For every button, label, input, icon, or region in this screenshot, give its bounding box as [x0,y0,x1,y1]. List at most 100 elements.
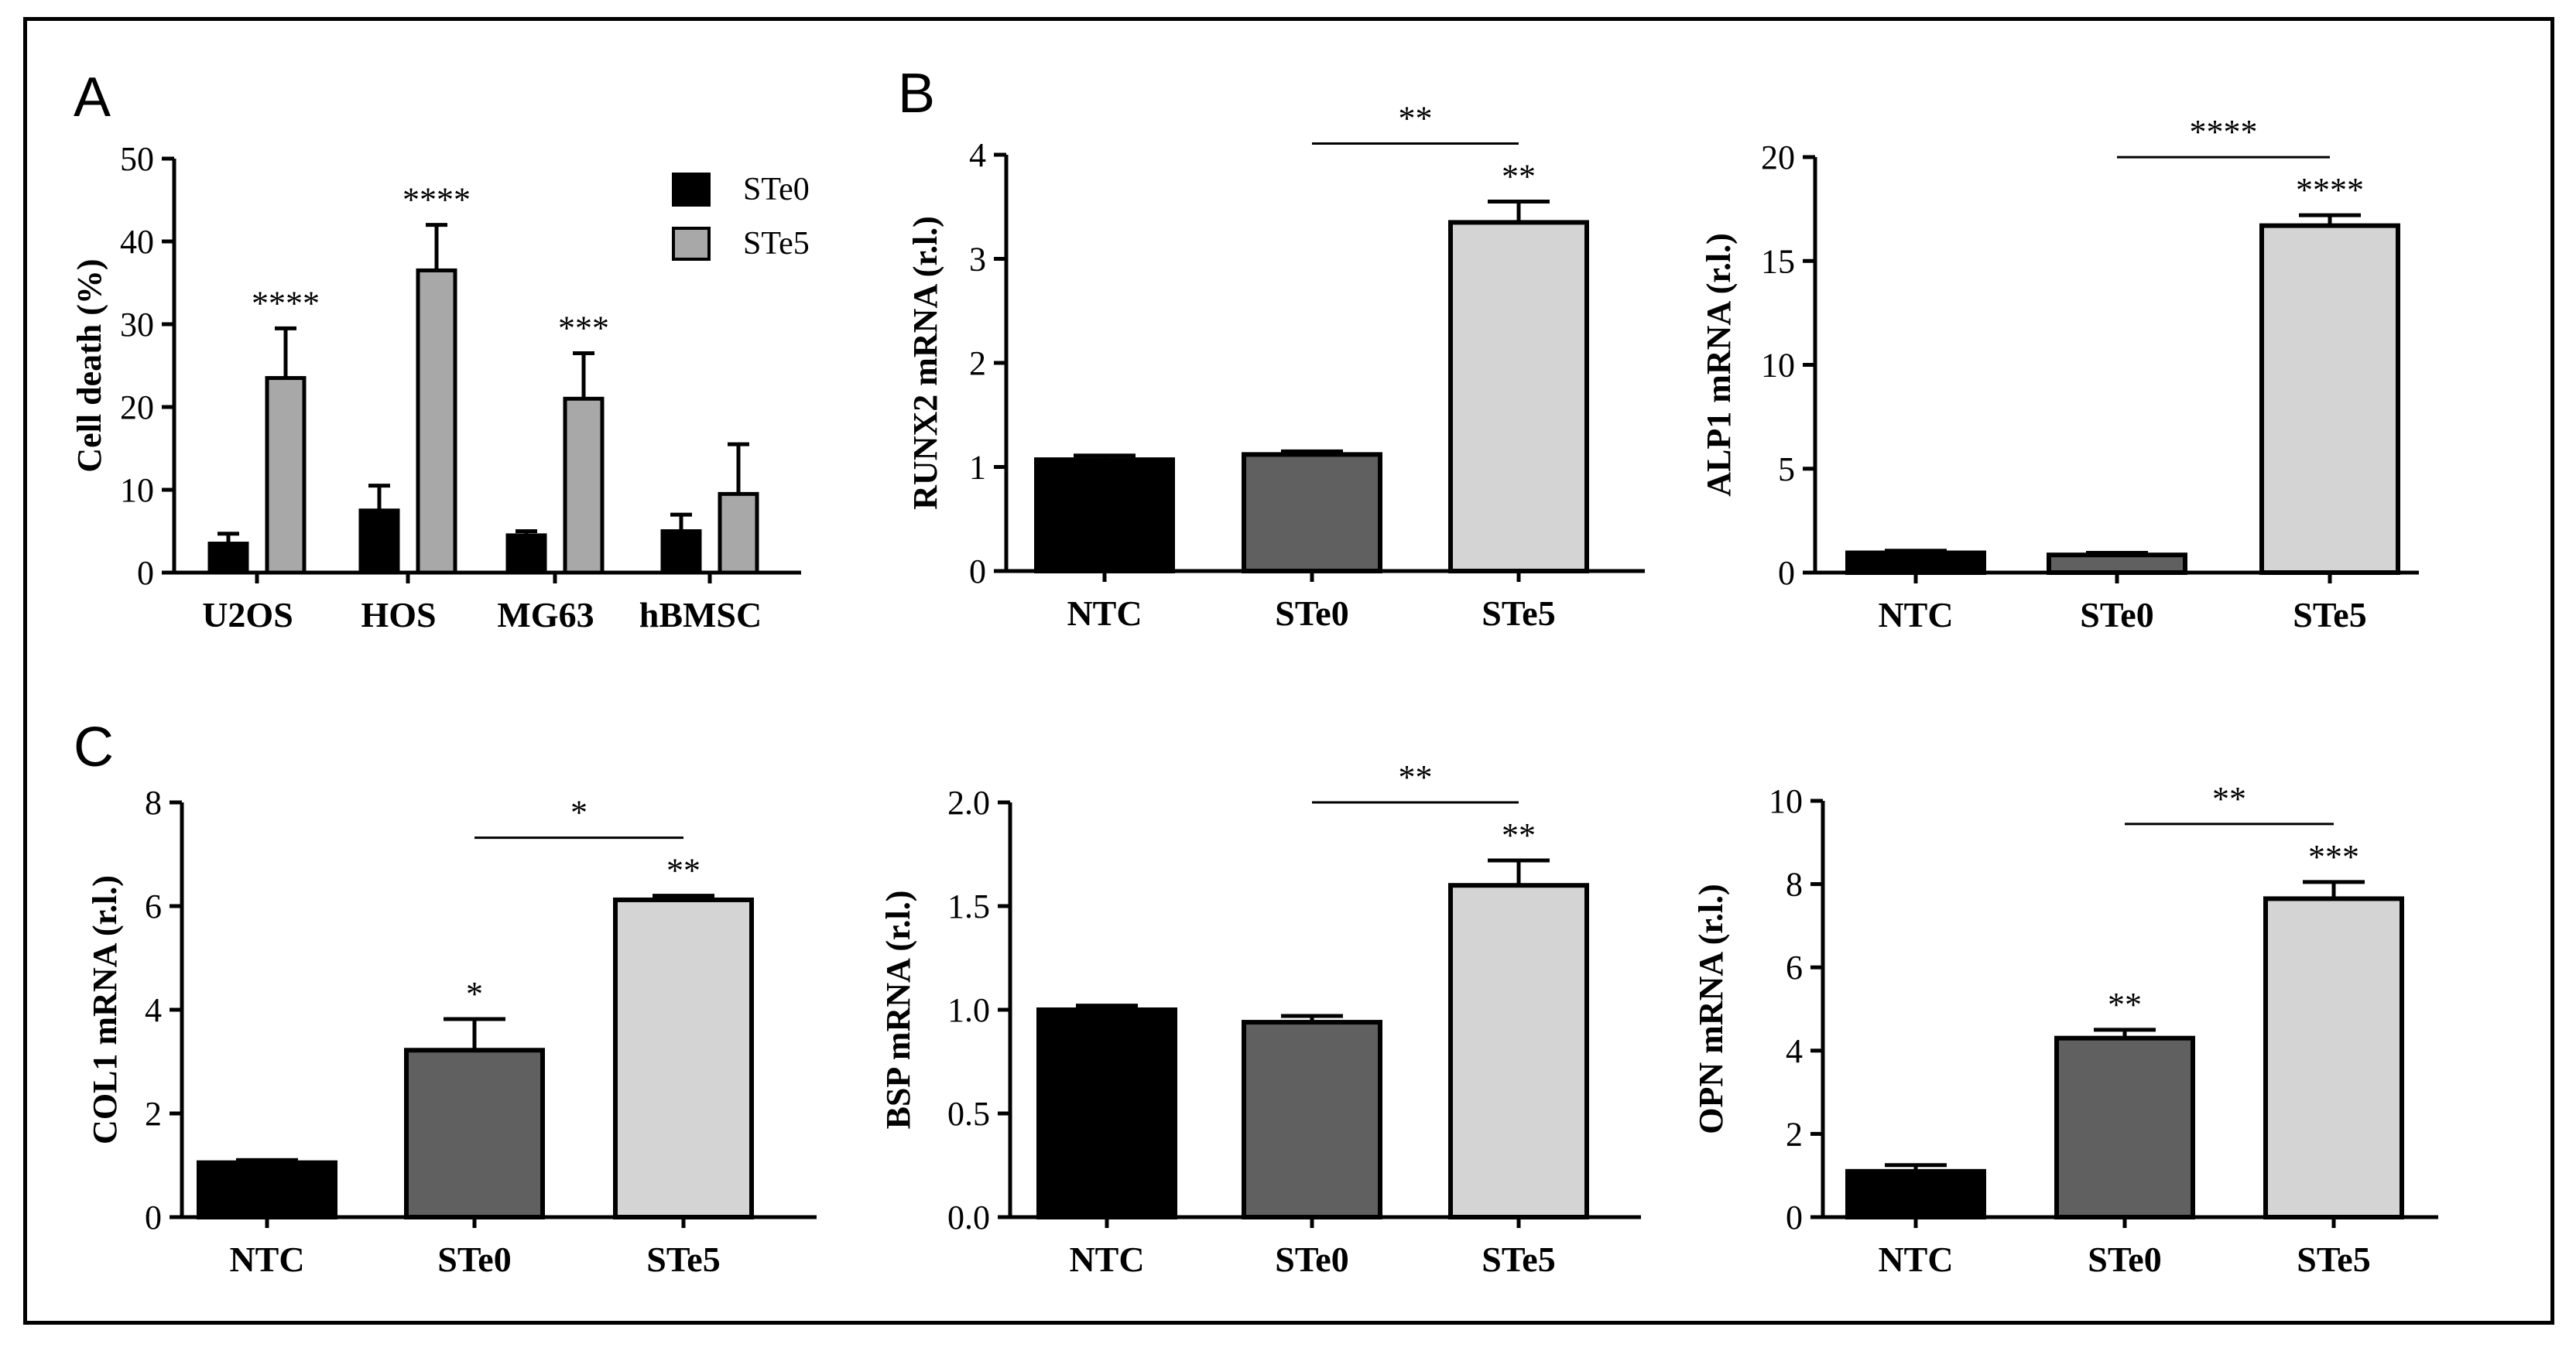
y-tick-label: 50 [120,140,154,178]
bar [404,1048,545,1220]
x-tick-label: STe0 [1275,593,1348,633]
significance-label: ** [1502,816,1536,854]
y-tick-label: 2 [1786,1115,1803,1153]
y-tick-label: 10 [1769,782,1803,820]
y-tick-label: 0.0 [947,1199,990,1236]
bar [1448,220,1589,573]
bar [505,533,547,575]
y-tick-label: 5 [1778,450,1795,488]
x-tick-label: STe5 [1482,593,1555,633]
x-tick-label: STe0 [2088,1240,2161,1279]
y-tick-label: 2 [145,1095,162,1133]
bracket-significance-label: **** [2190,113,2258,151]
bar [1448,883,1589,1219]
y-tick-label: 1 [969,449,986,487]
significance-label: * [466,975,483,1013]
y-tick-label: 0 [1778,554,1795,592]
figure-frame [23,17,2554,1325]
y-tick-label: 2 [969,344,986,382]
x-tick-label: NTC [1878,595,1953,634]
x-tick-label: MG63 [497,595,594,634]
y-axis-title: RUNX2 mRNA (r.l.) [906,216,944,510]
y-tick-label: 4 [1786,1032,1803,1070]
legend-label: STe5 [743,226,810,262]
y-tick-label: 0 [969,552,986,590]
y-tick-label: 6 [1786,949,1803,987]
x-tick-label: STe0 [437,1240,511,1279]
significance-label: **** [252,284,320,322]
y-tick-label: 0.5 [947,1095,990,1133]
bar [358,508,400,575]
chart-b2: 0 5 10 15 20 ALP1 mRNA (r.l.) NTC STe0 STe5 **** *… [1700,113,2419,634]
bar [2054,1035,2195,1220]
y-tick-label: 1.0 [947,991,990,1029]
y-tick-label: 20 [1761,139,1795,176]
bar [1242,452,1382,573]
x-tick-label: STe5 [646,1240,720,1279]
y-axis-title: OPN mRNA (r.l.) [1692,884,1730,1134]
bar [1845,1168,1986,1219]
y-axis-title: ALP1 mRNA (r.l.) [1700,233,1738,497]
x-tick-label: NTC [1069,1240,1144,1279]
bar [1242,1020,1382,1219]
y-tick-label: 20 [120,388,154,426]
y-tick-label: 4 [969,136,986,174]
bracket-significance-label: ** [2212,780,2246,818]
panel-label-a: A [74,67,111,128]
significance-label: **** [402,181,471,219]
significance-label: ** [2108,986,2142,1024]
chart-a: 0 10 20 30 40 50 Cell death (%) U2OS HOS MG63 hBMS… [70,140,810,634]
x-tick-label: STe5 [2293,595,2366,634]
y-tick-label: 6 [145,888,162,925]
bar [613,897,754,1219]
bar [197,1160,337,1220]
y-tick-label: 10 [1761,347,1795,385]
bracket-significance-label: * [570,794,587,832]
significance-label: **** [2296,171,2364,209]
y-tick-label: 2.0 [947,784,990,822]
x-tick-label: hBMSC [639,595,762,634]
bar [563,396,605,575]
bracket-significance-label: ** [1399,100,1433,138]
x-tick-label: STe5 [2297,1240,2370,1279]
y-tick-label: 4 [145,991,162,1029]
y-axis-title: Cell death (%) [70,258,108,472]
x-tick-label: NTC [1878,1240,1953,1279]
bracket-significance-label: ** [1399,758,1433,796]
bar [718,491,759,575]
x-tick-label: STe0 [2080,595,2153,634]
y-axis-title: COL1 mRNA (r.l.) [86,875,124,1144]
bar [1034,457,1175,574]
significance-label: *** [558,309,609,347]
panel-label-b: B [898,63,935,125]
y-tick-label: 8 [145,784,162,822]
significance-label: ** [1502,158,1536,196]
chart-c2: 0.0 0.5 1.0 1.5 2.0 BSP mRNA (r.l.) NTC STe0 STe… [879,758,1641,1279]
y-tick-label: 3 [969,241,986,279]
y-axis-title: BSP mRNA (r.l.) [879,891,917,1130]
bar [1036,1007,1177,1219]
legend-swatch [672,227,711,261]
y-tick-label: 0 [145,1199,162,1236]
bar [265,376,307,575]
y-tick-label: 1.5 [947,888,990,925]
bar [207,542,249,575]
legend-label: STe0 [743,172,810,207]
x-tick-label: HOS [361,595,436,634]
y-tick-label: 0 [137,554,154,592]
x-tick-label: STe5 [1482,1240,1555,1279]
significance-label: ** [666,852,701,890]
y-tick-label: 0 [1786,1199,1803,1236]
bar [2263,896,2404,1220]
y-tick-label: 15 [1761,242,1795,280]
y-tick-label: 8 [1786,866,1803,904]
chart-b1: 0 1 2 3 4 RUNX2 mRNA (r.l.) NTC STe0 STe5 ** ** [906,100,1645,633]
bar [2047,552,2187,575]
panel-label-c: C [74,717,114,778]
bar [416,268,457,575]
bar [660,529,702,575]
